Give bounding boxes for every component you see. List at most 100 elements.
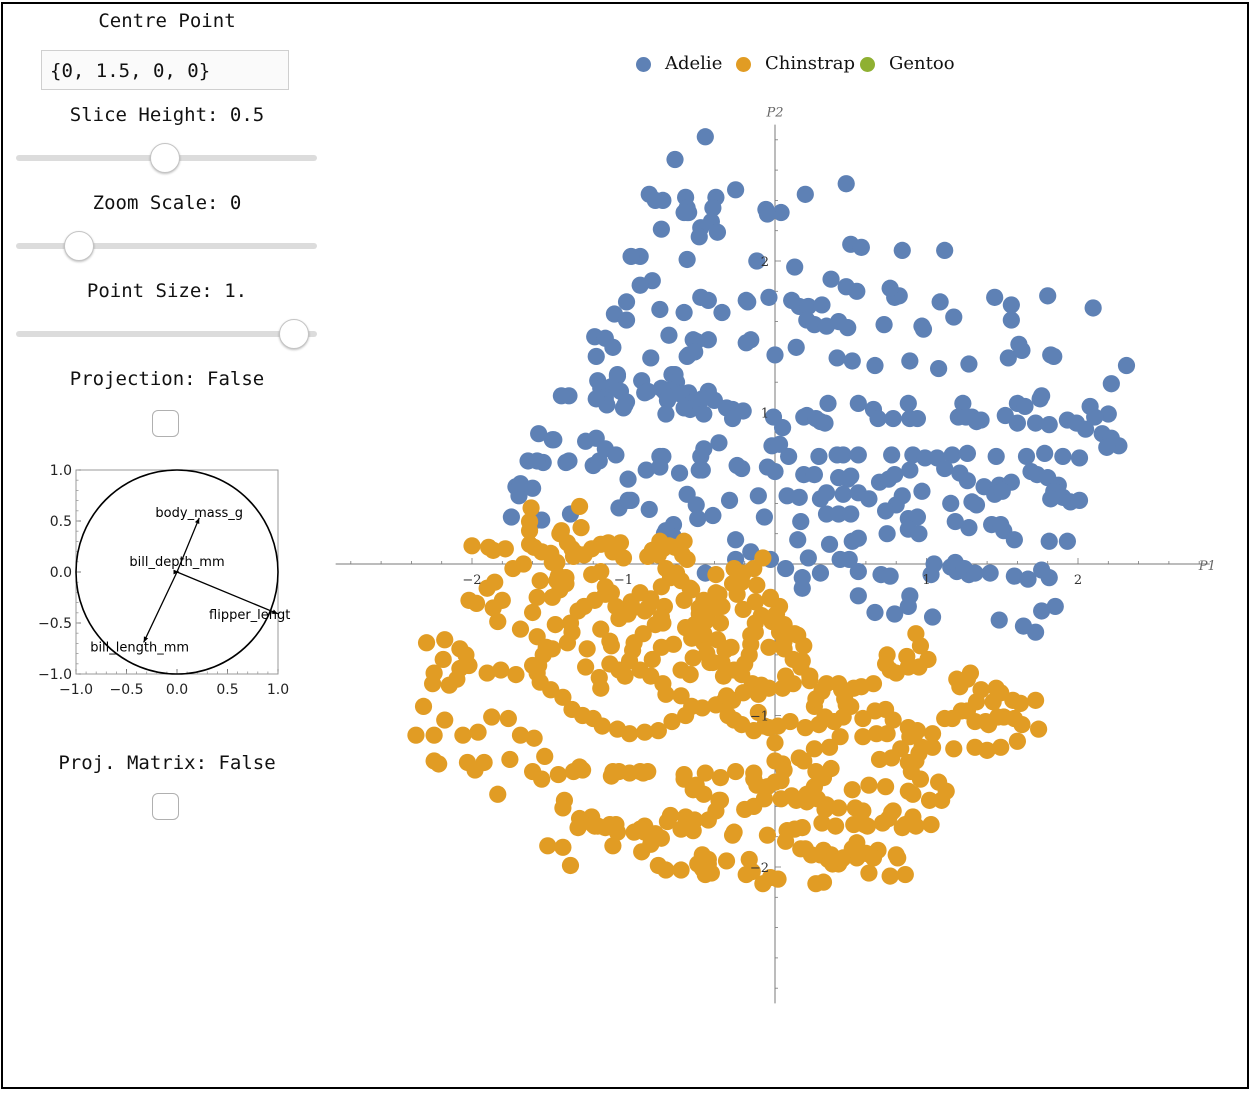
data-point-chinstrap <box>425 726 443 744</box>
y-tick-label: −1 <box>750 710 769 725</box>
zoom-scale-label: Zoom Scale: 0 <box>92 192 242 214</box>
data-point-adelie <box>678 250 696 269</box>
data-point-chinstrap <box>608 823 627 841</box>
data-point-adelie <box>1013 341 1031 359</box>
data-point-adelie <box>899 597 917 616</box>
data-point-adelie <box>849 562 867 581</box>
data-point-chinstrap <box>543 588 561 606</box>
data-point-chinstrap <box>904 808 922 826</box>
data-point-adelie <box>828 349 846 367</box>
data-point-chinstrap <box>745 764 763 782</box>
data-point-adelie <box>837 175 855 193</box>
data-point-chinstrap <box>536 747 554 766</box>
data-point-chinstrap <box>748 576 766 594</box>
data-point-adelie <box>687 496 705 514</box>
data-point-adelie <box>1040 569 1058 587</box>
data-point-adelie <box>727 181 745 199</box>
data-point-adelie <box>967 496 986 514</box>
data-point-chinstrap <box>1008 732 1026 750</box>
data-point-chinstrap <box>766 734 784 752</box>
projection-checkbox[interactable] <box>152 410 179 437</box>
data-point-adelie <box>790 488 808 506</box>
loading-vector-body_mass_g <box>176 517 200 573</box>
data-point-adelie <box>930 359 948 378</box>
data-point-adelie <box>813 296 831 314</box>
data-point-adelie <box>657 405 675 423</box>
data-point-chinstrap <box>758 826 777 844</box>
data-point-adelie <box>923 608 942 626</box>
data-point-chinstrap <box>1026 691 1045 709</box>
x-axis-label: P1 <box>1198 559 1216 574</box>
data-point-chinstrap <box>796 840 814 858</box>
data-point-chinstrap <box>478 579 496 597</box>
data-point-adelie <box>849 394 867 413</box>
data-point-adelie <box>942 494 960 512</box>
data-point-chinstrap <box>554 799 572 817</box>
data-point-chinstrap <box>766 606 784 625</box>
data-point-chinstrap <box>854 728 872 746</box>
data-point-adelie <box>899 394 917 413</box>
centre-point-label: Centre Point <box>98 10 236 32</box>
data-point-chinstrap <box>489 785 507 803</box>
loading-arrowhead-flipper_length_mm <box>272 609 278 614</box>
data-point-chinstrap <box>899 719 917 737</box>
data-point-chinstrap <box>570 497 589 516</box>
point-size-slider[interactable] <box>16 331 317 337</box>
data-point-chinstrap <box>864 849 883 867</box>
data-point-adelie <box>524 479 542 497</box>
data-point-adelie <box>749 487 767 505</box>
data-point-chinstrap <box>923 725 942 743</box>
data-point-chinstrap <box>736 800 754 819</box>
y-axis-label: P2 <box>765 106 783 121</box>
centre-point-input[interactable]: {0, 1.5, 0, 0} <box>41 50 289 90</box>
data-point-adelie <box>946 512 964 531</box>
data-point-chinstrap <box>440 676 458 694</box>
data-point-adelie <box>866 356 884 375</box>
data-point-adelie <box>704 199 722 217</box>
data-point-chinstrap <box>537 638 555 656</box>
data-point-chinstrap <box>484 599 502 617</box>
unit-circle <box>75 469 279 675</box>
data-point-chinstrap <box>643 650 661 669</box>
data-point-chinstrap <box>707 599 725 617</box>
data-point-adelie <box>766 346 784 364</box>
data-point-chinstrap <box>693 699 711 717</box>
data-point-adelie <box>901 461 919 479</box>
zoom-scale-slider-thumb[interactable] <box>64 231 94 261</box>
data-point-adelie <box>1008 414 1026 432</box>
data-point-chinstrap <box>673 546 692 564</box>
data-point-chinstrap <box>727 762 745 781</box>
data-point-chinstrap <box>781 712 799 731</box>
loading-vector-bill_length_mm <box>143 571 178 643</box>
data-point-adelie <box>689 509 707 528</box>
data-point-adelie <box>849 529 867 547</box>
point-size-slider-thumb[interactable] <box>279 319 309 349</box>
data-point-chinstrap <box>649 722 667 740</box>
data-point-adelie <box>1040 416 1058 434</box>
data-point-chinstrap <box>899 753 917 772</box>
data-point-chinstrap <box>898 647 916 666</box>
data-point-chinstrap <box>761 590 780 608</box>
slice-height-slider-thumb[interactable] <box>150 143 180 173</box>
data-point-adelie <box>772 203 790 222</box>
data-point-chinstrap <box>1013 715 1031 734</box>
data-point-chinstrap <box>611 534 630 552</box>
data-point-adelie <box>773 419 792 437</box>
data-point-chinstrap <box>786 625 804 643</box>
data-point-chinstrap <box>616 667 634 685</box>
data-point-chinstrap <box>654 614 672 632</box>
data-point-adelie <box>960 355 978 373</box>
proj-matrix-checkbox[interactable] <box>152 793 179 820</box>
data-point-adelie <box>839 319 857 337</box>
zoom-scale-slider[interactable] <box>16 243 317 249</box>
data-point-chinstrap <box>754 549 772 567</box>
data-point-chinstrap <box>511 726 530 744</box>
data-point-chinstrap <box>522 499 540 517</box>
data-point-adelie <box>819 394 837 413</box>
data-point-chinstrap <box>478 664 496 682</box>
data-point-adelie <box>617 311 636 329</box>
data-point-adelie <box>1102 375 1120 393</box>
data-point-adelie <box>1099 405 1117 423</box>
biplot-y-tick-label: 0.0 <box>50 565 72 581</box>
data-point-adelie <box>617 393 636 411</box>
